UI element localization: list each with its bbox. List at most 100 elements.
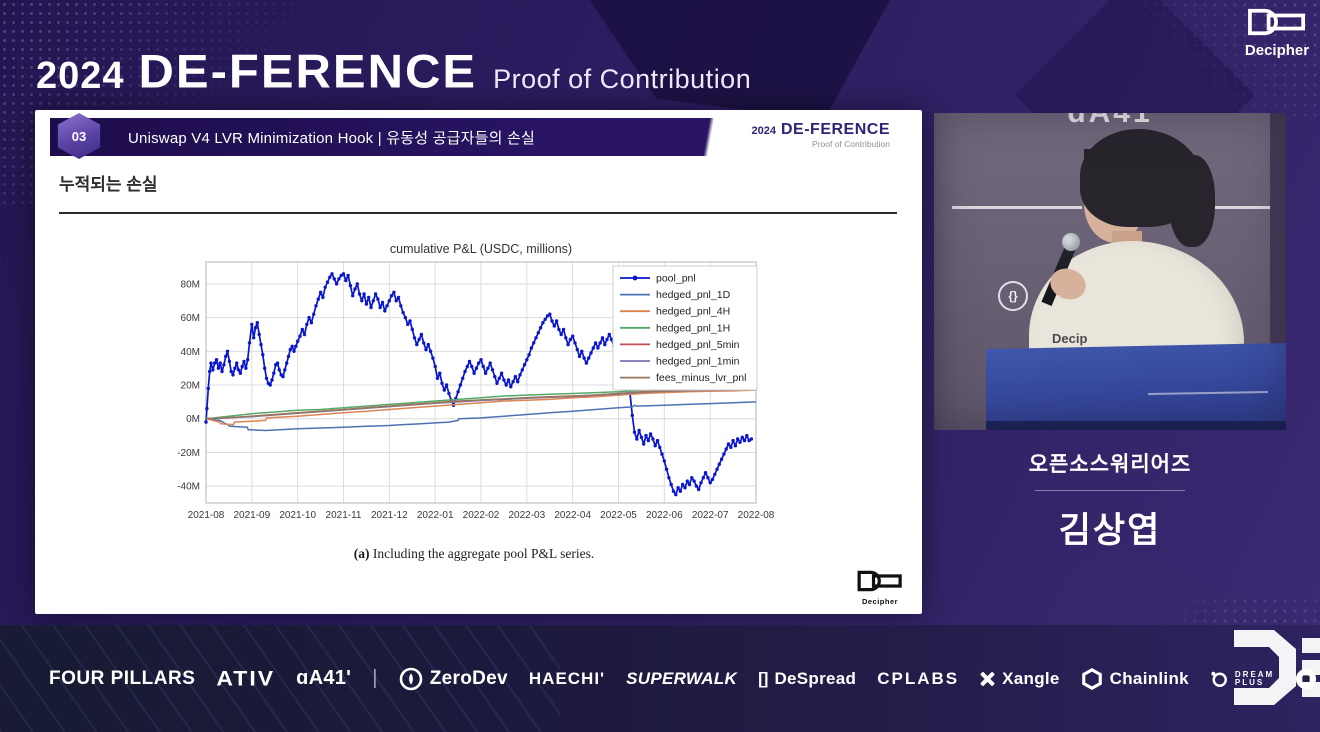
- series-marker: [351, 294, 355, 298]
- series-marker: [332, 277, 336, 281]
- series-marker: [410, 327, 414, 332]
- speaker-photo: ɑA41 {} Decip: [934, 113, 1286, 430]
- y-tick-label: -20M: [177, 448, 200, 459]
- series-marker: [490, 368, 495, 372]
- sponsor-label: DREAM PLUS: [1234, 669, 1275, 687]
- series-marker: [493, 374, 497, 379]
- series-marker: [399, 304, 403, 308]
- series-marker: [263, 366, 267, 370]
- sponsor-four-pillars: FOUR PILLARS: [26, 668, 195, 690]
- y-tick-label: 20M: [181, 381, 200, 392]
- series-marker: [218, 361, 222, 365]
- series-marker: [302, 332, 307, 337]
- series-marker: [632, 430, 637, 434]
- series-marker: [348, 283, 353, 288]
- series-marker: [403, 315, 408, 320]
- series-marker: [543, 317, 547, 321]
- slide-brand: 2024 DE-FERENCE Proof of Contribution: [752, 121, 891, 149]
- series-marker: [373, 292, 378, 296]
- series-marker: [222, 363, 226, 367]
- legend-entry-fees_minus_lvr_pnl: fees_minus_lvr_pnl: [656, 372, 746, 384]
- x-tick-label: 2022-04: [554, 510, 591, 521]
- series-marker: [591, 346, 595, 350]
- series-marker: [206, 386, 210, 391]
- series-marker: [596, 346, 600, 350]
- sponsor-superwalk: SUPERWALK: [626, 669, 737, 689]
- series-marker: [231, 373, 235, 377]
- series-marker: [401, 310, 405, 315]
- series-marker: [701, 476, 705, 480]
- series-marker: [341, 272, 346, 276]
- series-marker: [575, 347, 579, 352]
- series-marker: [285, 361, 289, 365]
- series-marker: [238, 371, 243, 375]
- series-marker: [467, 359, 472, 364]
- series-marker: [227, 359, 232, 364]
- series-marker: [406, 322, 410, 327]
- series-marker: [298, 334, 302, 338]
- series-marker: [582, 356, 586, 360]
- series-marker: [259, 342, 263, 347]
- sponsor-cplabs: CPLABS: [877, 669, 959, 689]
- deference-d-logo: [1234, 630, 1320, 713]
- series-marker: [321, 295, 325, 300]
- podium-highlight: [1147, 390, 1269, 396]
- series-marker: [440, 381, 444, 385]
- series-marker: [433, 364, 437, 369]
- photo-backdrop-line: [1199, 206, 1271, 209]
- series-marker: [281, 374, 285, 379]
- series-marker: [246, 358, 250, 362]
- series-marker: [648, 432, 653, 436]
- series-marker: [257, 332, 261, 337]
- sponsor-ativ: ATIV: [216, 665, 275, 692]
- series-marker: [290, 344, 294, 348]
- series-marker: [509, 385, 513, 389]
- slide-title-bar: Uniswap V4 LVR Minimization Hook | 유동성 공…: [50, 118, 906, 156]
- series-marker: [658, 445, 662, 450]
- sponsor-label: ATIV: [216, 666, 276, 690]
- series-marker: [380, 300, 385, 305]
- series-marker: [236, 368, 241, 372]
- photo-braces-badge: {}: [998, 281, 1028, 311]
- series-marker: [419, 332, 424, 337]
- decipher-mark-icon: [1248, 8, 1306, 36]
- series-marker: [477, 361, 481, 365]
- series-marker: [472, 371, 476, 375]
- series-marker: [205, 406, 209, 411]
- series-marker: [504, 383, 508, 387]
- event-subtitle: Proof of Contribution: [493, 64, 752, 94]
- series-marker: [362, 292, 366, 296]
- legend-entry-hedged_pnl_1min: hedged_pnl_1min: [656, 356, 740, 368]
- series-marker: [314, 304, 318, 308]
- series-marker: [676, 486, 680, 490]
- pnl-chart-svg: cumulative P&L (USDC, millions) 80M 60M 40M…: [177, 242, 775, 521]
- series-marker: [255, 321, 259, 325]
- series-marker: [516, 380, 520, 384]
- sponsor-xangle: Xangle: [980, 669, 1060, 689]
- series-marker: [422, 341, 426, 345]
- series-marker: [573, 341, 577, 345]
- series-marker: [697, 487, 701, 492]
- sponsor-label: ɑA41': [296, 667, 352, 689]
- series-marker: [483, 371, 488, 375]
- four-dots-icon: [26, 671, 42, 687]
- sponsor-label: ZeroDev: [429, 667, 508, 689]
- series-marker: [605, 337, 609, 342]
- series-marker: [250, 322, 254, 327]
- sponsor-label: DeSpread: [774, 668, 857, 688]
- series-marker: [286, 354, 291, 359]
- series-marker: [463, 369, 467, 374]
- series-marker: [522, 363, 527, 367]
- series-marker: [577, 354, 582, 359]
- series-marker: [655, 438, 660, 443]
- series-marker: [337, 277, 341, 281]
- series-marker: [316, 297, 320, 301]
- series-marker: [213, 361, 217, 365]
- x-tick-label: 2021-11: [326, 510, 362, 521]
- series-marker: [270, 378, 274, 382]
- series-marker: [639, 435, 644, 439]
- sponsor-label: HAECHI': [528, 668, 606, 688]
- section-title: 누적되는 손실: [59, 175, 158, 194]
- series-marker: [548, 312, 552, 316]
- series-marker: [447, 391, 451, 396]
